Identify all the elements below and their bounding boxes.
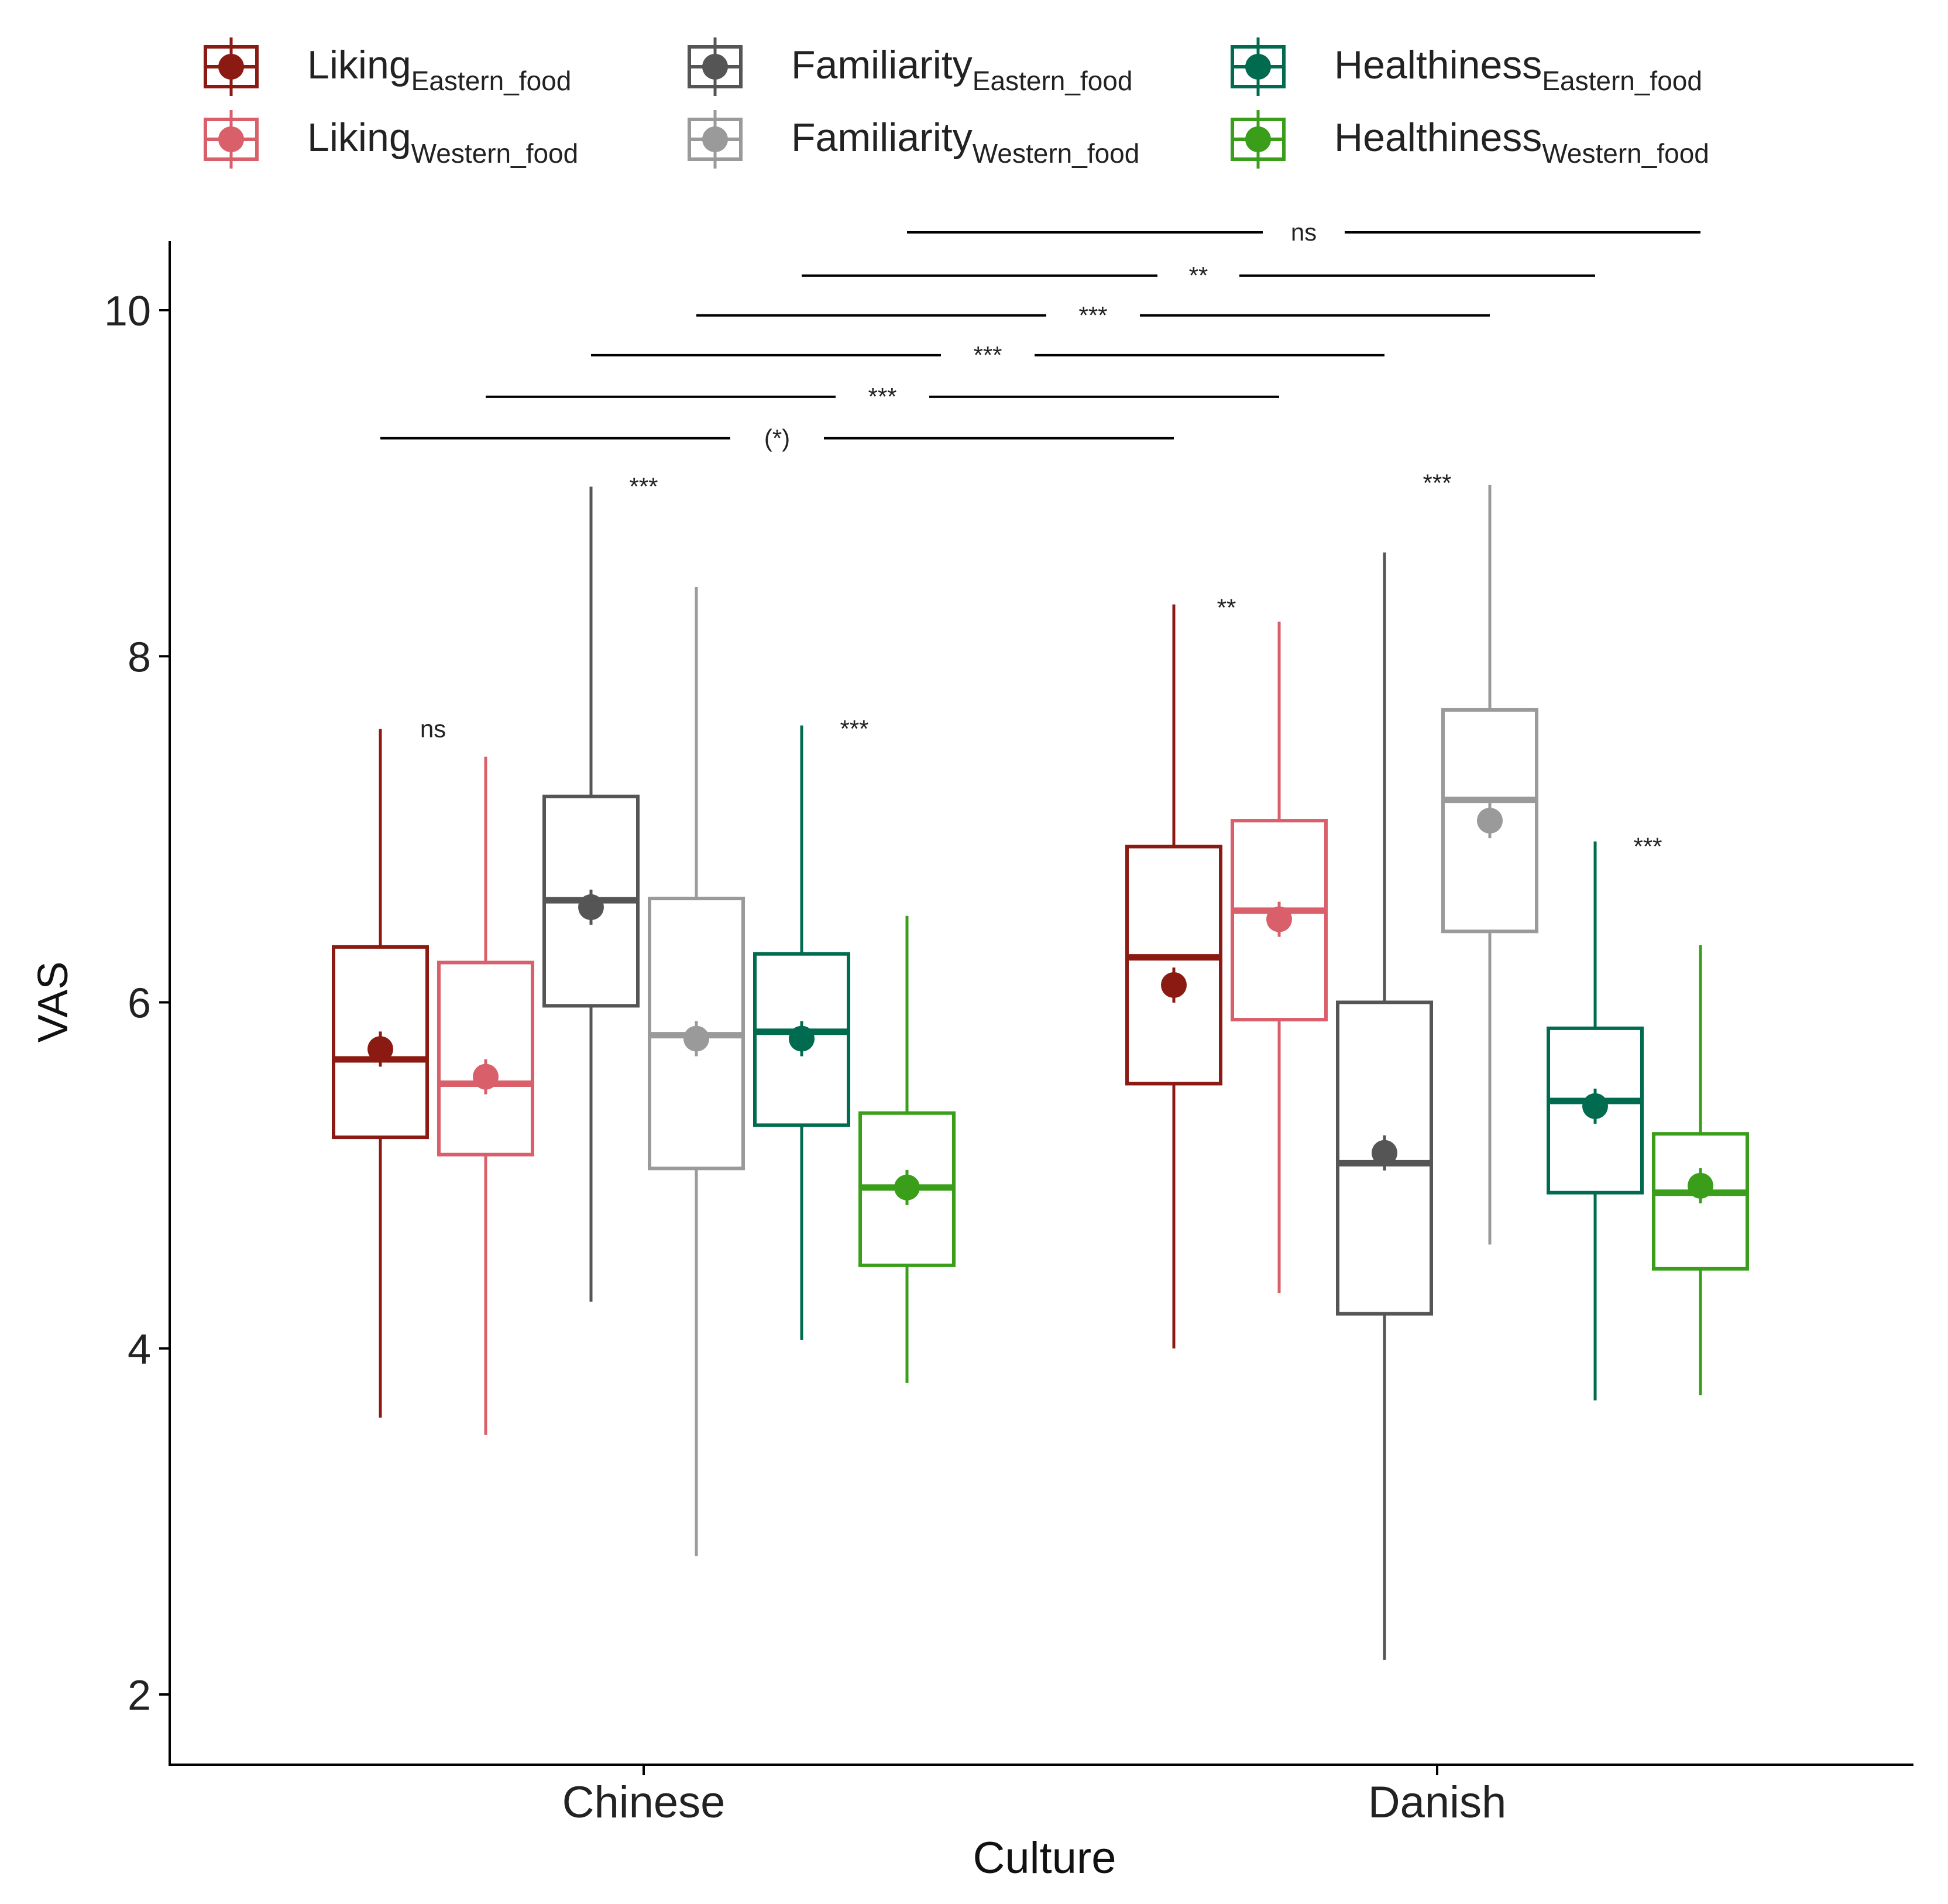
- x-axis-title: Culture: [973, 1833, 1116, 1883]
- legend-key-point: [702, 54, 728, 80]
- box-4-0: [753, 725, 850, 1340]
- mean-point: [473, 1064, 499, 1090]
- legend-entry: HealthinessWestern_food: [1231, 110, 1709, 169]
- mean-point: [1266, 906, 1292, 932]
- legend-entry: FamiliarityEastern_food: [688, 37, 1132, 96]
- legend-entry: LikingWestern_food: [204, 110, 578, 169]
- box-1-0: [437, 756, 534, 1435]
- within-significance-label: **: [1217, 594, 1236, 621]
- legend-label: HealthinessEastern_food: [1334, 43, 1702, 96]
- x-tick-label: Danish: [1368, 1778, 1507, 1827]
- box-4-1: [1547, 841, 1644, 1401]
- legend-key-point: [702, 126, 728, 152]
- iqr-box: [437, 960, 534, 1157]
- legend-label: FamiliarityWestern_food: [791, 115, 1139, 169]
- within-significance-label: ***: [840, 715, 868, 742]
- within-significance-label: ***: [1633, 832, 1662, 860]
- legend: LikingEastern_food LikingWestern_food Fami…: [204, 37, 1709, 169]
- box-2-0: [542, 486, 640, 1302]
- box-0-1: [1125, 604, 1222, 1349]
- box-5-1: [1652, 945, 1749, 1395]
- mean-point: [1372, 1140, 1397, 1166]
- box-0-0: [332, 729, 429, 1418]
- y-tick-label: 4: [128, 1326, 151, 1373]
- y-tick-label: 6: [128, 980, 151, 1027]
- legend-label: LikingEastern_food: [307, 43, 571, 96]
- legend-label: HealthinessWestern_food: [1334, 115, 1709, 169]
- between-significance-label: **: [1189, 262, 1208, 289]
- mean-point: [1477, 808, 1503, 834]
- legend-entry: HealthinessEastern_food: [1231, 37, 1702, 96]
- legend-entry: LikingEastern_food: [204, 37, 571, 96]
- y-axis-title: VAS: [30, 962, 77, 1043]
- mean-point: [367, 1036, 393, 1062]
- legend-key-point: [1245, 54, 1271, 80]
- between-significance-label: ***: [1078, 301, 1107, 329]
- mean-point: [683, 1025, 709, 1052]
- mean-point: [1582, 1093, 1608, 1119]
- between-significance-label: ***: [868, 383, 896, 410]
- between-group-annotations: (*)***********ns: [380, 218, 1700, 452]
- between-significance-label: (*): [764, 424, 790, 452]
- y-tick-label: 10: [104, 288, 151, 335]
- box-5-0: [858, 915, 956, 1383]
- box-2-1: [1336, 552, 1433, 1660]
- mean-point: [1688, 1172, 1713, 1199]
- mean-point: [1161, 972, 1187, 998]
- mean-point: [789, 1025, 815, 1052]
- between-significance-label: ns: [1291, 218, 1317, 246]
- box-3-1: [1441, 485, 1538, 1245]
- legend-key-point: [1245, 126, 1271, 152]
- box-1-1: [1231, 622, 1328, 1294]
- x-tick-label: Chinese: [562, 1778, 726, 1827]
- y-tick-label: 8: [128, 634, 151, 681]
- within-significance-label: ns: [420, 715, 446, 742]
- iqr-box: [1125, 845, 1222, 1086]
- box-3-0: [648, 587, 745, 1556]
- legend-key-point: [218, 126, 244, 152]
- axes: 2 4 6 8 10 Chinese Danish: [104, 241, 1913, 1827]
- legend-label: LikingWestern_food: [307, 115, 578, 169]
- within-significance-label: ***: [629, 473, 658, 500]
- legend-entry: FamiliarityWestern_food: [688, 110, 1139, 169]
- between-significance-label: ***: [973, 341, 1002, 369]
- within-significance-label: ***: [1423, 469, 1451, 497]
- mean-point: [578, 894, 604, 920]
- legend-key-point: [218, 54, 244, 80]
- y-tick-label: 2: [128, 1672, 151, 1719]
- legend-label: FamiliarityEastern_food: [791, 43, 1132, 96]
- mean-point: [894, 1174, 920, 1200]
- plot-area: ns**************: [332, 469, 1749, 1660]
